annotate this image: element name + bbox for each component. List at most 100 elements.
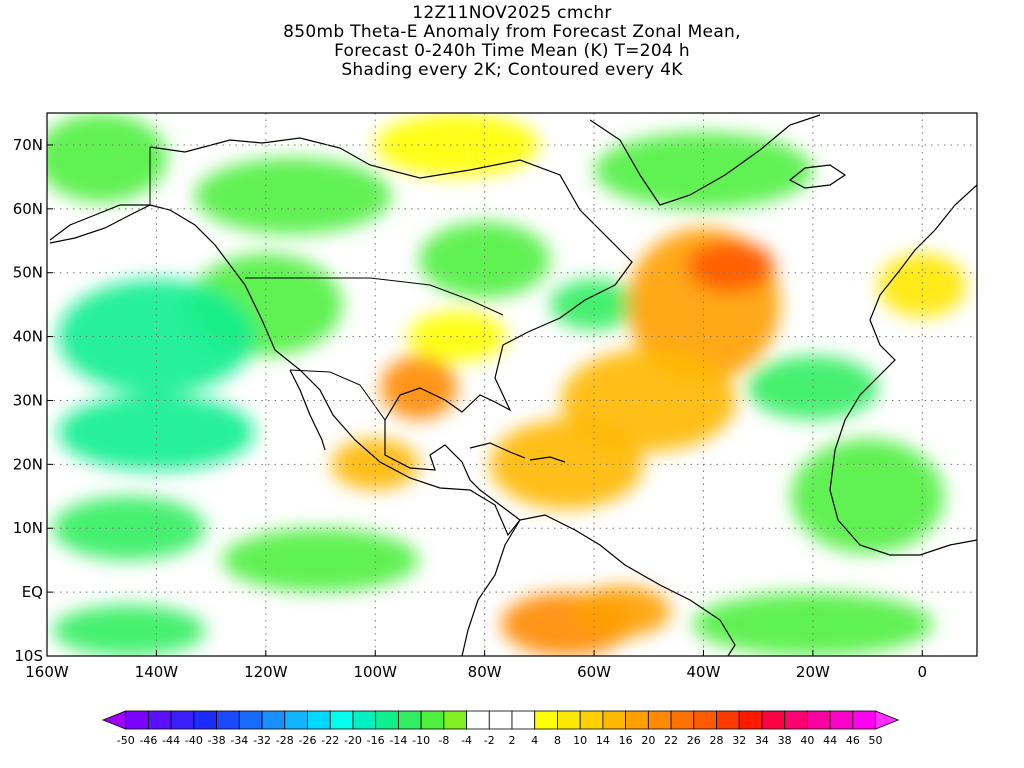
lon-tick-label: 80W: [468, 663, 502, 681]
title-line-forecast: Forecast 0-240h Time Mean (K) T=204 h: [334, 41, 690, 61]
anomaly-region-4: [419, 221, 551, 299]
title-block: 12Z11NOV2025 cmchr 850mb Theta-E Anomaly…: [0, 4, 1024, 80]
lat-tick-label: 30N: [13, 391, 43, 409]
anomaly-region-16: [380, 355, 458, 420]
anomaly-region-8: [52, 496, 206, 561]
colorbar-label: 4: [531, 734, 538, 747]
colorbar-swatch: [352, 710, 377, 730]
lon-tick-label: 160W: [25, 663, 69, 681]
colorbar-label: -40: [185, 734, 203, 747]
colorbar-swatch: [488, 710, 513, 730]
colorbar-label: 14: [596, 734, 610, 747]
anomaly-region-6: [57, 279, 255, 395]
colorbar-label: 8: [554, 734, 561, 747]
colorbar-swatch: [738, 710, 763, 730]
colorbar-swatch: [716, 710, 740, 730]
colorbar-label: 26: [687, 734, 701, 747]
colorbar-swatch: [852, 710, 876, 730]
colorbar-label: 2: [509, 734, 516, 747]
anomaly-region-13: [687, 240, 775, 292]
colorbar-label: 50: [869, 734, 883, 747]
anomaly-region-11: [594, 132, 813, 209]
colorbar-label: -26: [299, 734, 317, 747]
colorbar-swatch: [761, 710, 786, 730]
political-borders: [149, 147, 504, 421]
coastline-alaska-peninsula: [49, 204, 151, 244]
colorbar-label: -22: [321, 734, 339, 747]
lat-tick-label: 20N: [13, 455, 43, 473]
colorbar-swatch: [670, 710, 695, 730]
anomaly-region-23: [692, 592, 934, 656]
colorbar-label: 40: [800, 734, 814, 747]
lon-tick-label: 40W: [687, 663, 721, 681]
coastline-north-america: [49, 137, 633, 537]
lat-tick-label: 50N: [13, 264, 43, 282]
anomaly-region-20: [572, 585, 671, 637]
coastline-south-america: [461, 514, 736, 656]
anomaly-region-22: [747, 355, 879, 420]
plot-frame: [46, 112, 978, 657]
anomaly-region-1: [194, 157, 392, 235]
coastline-cuba: [469, 442, 526, 459]
colorbar-swatch: [829, 710, 854, 730]
title-line-field: 850mb Theta-E Anomaly from Forecast Zona…: [283, 22, 741, 42]
colorbar-label: -14: [389, 734, 407, 747]
colorbar-label: -46: [139, 734, 157, 747]
colorbar-swatch: [216, 710, 240, 730]
title-line-shading: Shading every 2K; Contoured every 4K: [341, 60, 683, 80]
colorbar-swatch: [284, 710, 308, 730]
colorbar-label: -32: [253, 734, 271, 747]
coastline-iceland: [788, 164, 847, 189]
colorbar-swatch: [579, 710, 604, 730]
colorbar: -50 -46 -4 4 -40 -38 -34 -32 -2 8 -26 -22 -20 -16 -14-…: [101, 710, 900, 747]
colorbar-label: 20: [641, 734, 655, 747]
lat-tick-label: 70N: [13, 136, 43, 154]
colorbar-swatch: [125, 710, 149, 730]
coastline-hispaniola: [529, 456, 566, 463]
colorbar-swatch: [647, 710, 672, 730]
lat-tick-label: 10N: [13, 519, 43, 537]
anomaly-region-15: [490, 419, 644, 510]
colorbar-label: 44: [823, 734, 837, 747]
colorbar-swatch: [193, 710, 218, 730]
colorbar-label: 34: [755, 734, 769, 747]
lon-tick-label: 20W: [796, 663, 830, 681]
colorbar-label: -34: [230, 734, 248, 747]
colorbar-swatch: [602, 710, 627, 730]
colorbar-label: -16: [367, 734, 385, 747]
colorbar-label: 22: [664, 734, 678, 747]
colorbar-swatch: [511, 710, 536, 730]
coastlines: [49, 114, 977, 656]
colorbar-label: 28: [710, 734, 724, 747]
colorbar-swatch: [693, 710, 717, 730]
anomaly-region-10: [222, 528, 419, 593]
colorbar-swatch: [534, 710, 558, 730]
coastline-baja: [289, 369, 326, 451]
colorbar-swatch: [625, 710, 649, 730]
lat-tick-label: 10S: [14, 647, 43, 665]
lon-tick-label: 120W: [244, 663, 288, 681]
colorbar-swatch: [806, 710, 831, 730]
colorbar-label: -38: [208, 734, 226, 747]
lat-tick-label: 60N: [13, 200, 43, 218]
anomaly-region-21: [791, 438, 945, 554]
colorbar-label: -2: [484, 734, 495, 747]
colorbar-label: -4: [461, 734, 472, 747]
colorbar-label: -10: [412, 734, 430, 747]
lon-tick-label: 60W: [577, 663, 611, 681]
colorbar-swatch: [329, 710, 354, 730]
latitude-labels: 70N 60N 50N 40N 30N 20N 10N EQ 10S: [13, 136, 53, 665]
longitude-labels: 160W 140W 120W 100W 80W 60W 40W 20W 0: [25, 650, 927, 681]
colorbar-label: 38: [778, 734, 792, 747]
colorbar-label: -20: [344, 734, 362, 747]
title-line-run: 12Z11NOV2025 cmchr: [412, 3, 612, 23]
colorbar-swatch: [238, 710, 263, 730]
colorbar-swatch: [557, 710, 581, 730]
anomaly-region-5: [550, 279, 638, 331]
colorbar-label: -50: [117, 734, 135, 747]
colorbar-arrow-low: [101, 710, 127, 730]
colorbar-swatch: [420, 710, 445, 730]
border-us-canada: [245, 277, 504, 316]
colorbar-swatch: [148, 710, 172, 730]
